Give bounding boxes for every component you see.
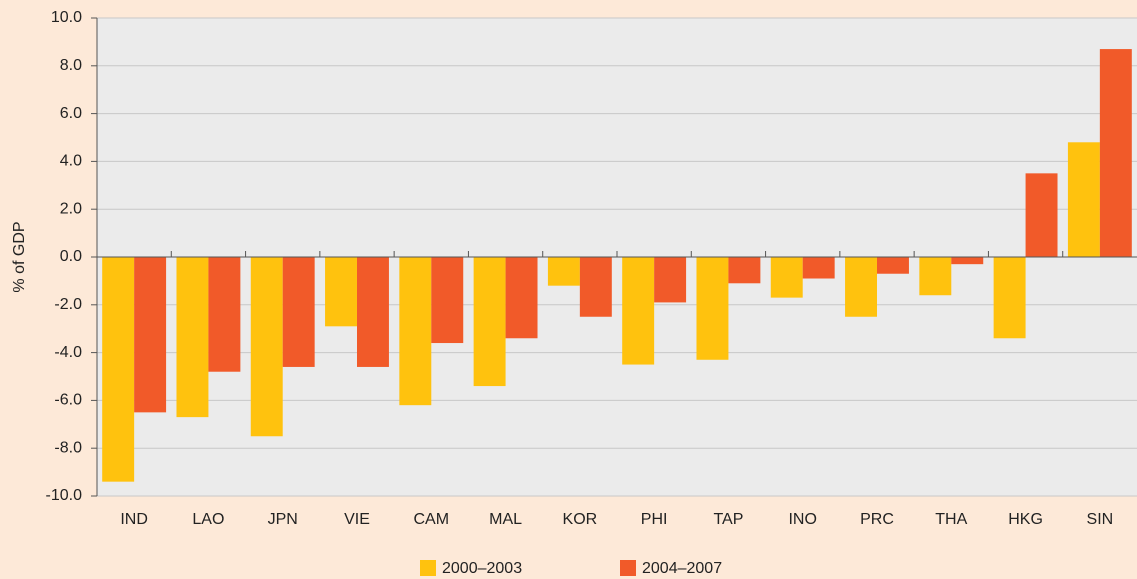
x-tick-label: TAP (713, 511, 743, 528)
legend-swatch (420, 560, 436, 576)
x-tick-label: KOR (563, 511, 598, 528)
legend-swatch (620, 560, 636, 576)
x-tick-label: PHI (641, 511, 668, 528)
bar (877, 257, 909, 274)
y-tick-label: 4.0 (60, 153, 82, 170)
bar (505, 257, 538, 339)
bar (845, 257, 877, 317)
y-tick-label: -6.0 (54, 392, 82, 409)
legend-label: 2000–2003 (442, 560, 522, 577)
bar (622, 257, 655, 365)
x-tick-label: HKG (1008, 511, 1043, 528)
y-tick-label: 10.0 (51, 9, 82, 26)
x-tick-label: CAM (414, 511, 450, 528)
bar (325, 257, 357, 327)
x-tick-label: THA (935, 511, 967, 528)
bar (208, 257, 241, 372)
bar (547, 257, 580, 286)
bar (399, 257, 432, 406)
x-tick-label: LAO (192, 511, 224, 528)
bar (951, 257, 984, 265)
x-tick-label: MAL (489, 511, 522, 528)
bar (134, 257, 167, 413)
bar (993, 257, 1026, 339)
bar (919, 257, 952, 296)
y-tick-label: 0.0 (60, 248, 82, 265)
bar (1025, 173, 1058, 257)
y-tick-label: 8.0 (60, 57, 82, 74)
bar (579, 257, 612, 317)
y-tick-label: 2.0 (60, 200, 82, 217)
x-tick-label: PRC (860, 511, 894, 528)
bar (176, 257, 209, 418)
bar (802, 257, 835, 279)
bar (102, 257, 135, 482)
bar (473, 257, 506, 387)
y-tick-label: -2.0 (54, 296, 82, 313)
y-tick-label: -4.0 (54, 344, 82, 361)
bar (654, 257, 687, 303)
x-tick-label: INO (788, 511, 816, 528)
bar (250, 257, 283, 437)
bar (282, 257, 315, 367)
bar (1099, 49, 1132, 257)
y-tick-label: -10.0 (46, 487, 83, 504)
x-tick-label: SIN (1087, 511, 1114, 528)
legend-label: 2004–2007 (642, 560, 722, 577)
bar (770, 257, 803, 298)
x-tick-label: JPN (268, 511, 298, 528)
y-tick-label: 6.0 (60, 105, 82, 122)
bar (431, 257, 464, 344)
x-tick-label: IND (120, 511, 148, 528)
x-tick-label: VIE (344, 511, 370, 528)
y-tick-label: -8.0 (54, 439, 82, 456)
y-axis-label: % of GDP (11, 221, 28, 292)
bar (357, 257, 389, 367)
bar (696, 257, 729, 360)
bar (1067, 142, 1100, 257)
bar (728, 257, 761, 284)
